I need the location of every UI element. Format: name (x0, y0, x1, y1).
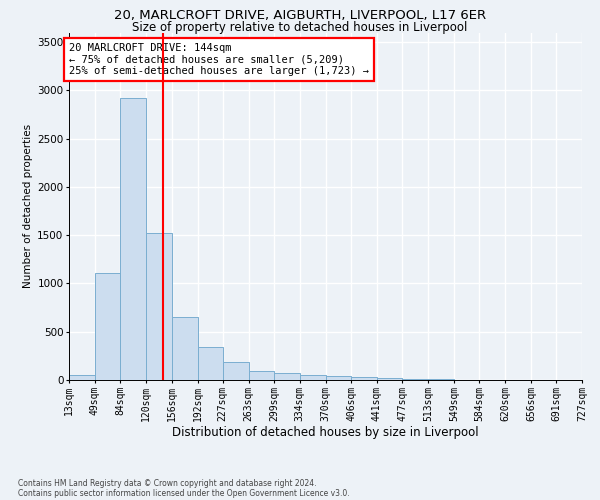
Bar (325, 376, 352, 380)
Bar (146, 234, 172, 380)
Bar (274, 373, 299, 380)
Bar (248, 371, 274, 380)
Bar (197, 347, 223, 380)
Bar (403, 378, 428, 380)
Text: 20, MARLCROFT DRIVE, AIGBURTH, LIVERPOOL, L17 6ER: 20, MARLCROFT DRIVE, AIGBURTH, LIVERPOOL… (114, 9, 486, 22)
X-axis label: Distribution of detached houses by size in Liverpool: Distribution of detached houses by size … (172, 426, 479, 440)
Bar (352, 377, 377, 380)
Bar (95, 273, 120, 380)
Bar (172, 318, 197, 380)
Text: Size of property relative to detached houses in Liverpool: Size of property relative to detached ho… (133, 21, 467, 34)
Bar (223, 362, 248, 380)
Bar (428, 379, 454, 380)
Bar (120, 98, 146, 380)
Text: 20 MARLCROFT DRIVE: 144sqm
← 75% of detached houses are smaller (5,209)
25% of s: 20 MARLCROFT DRIVE: 144sqm ← 75% of deta… (69, 43, 369, 76)
Bar (69, 374, 95, 380)
Y-axis label: Number of detached properties: Number of detached properties (23, 124, 33, 288)
Bar (377, 378, 403, 380)
Bar (299, 374, 325, 380)
Text: Contains HM Land Registry data © Crown copyright and database right 2024.
Contai: Contains HM Land Registry data © Crown c… (18, 479, 350, 498)
